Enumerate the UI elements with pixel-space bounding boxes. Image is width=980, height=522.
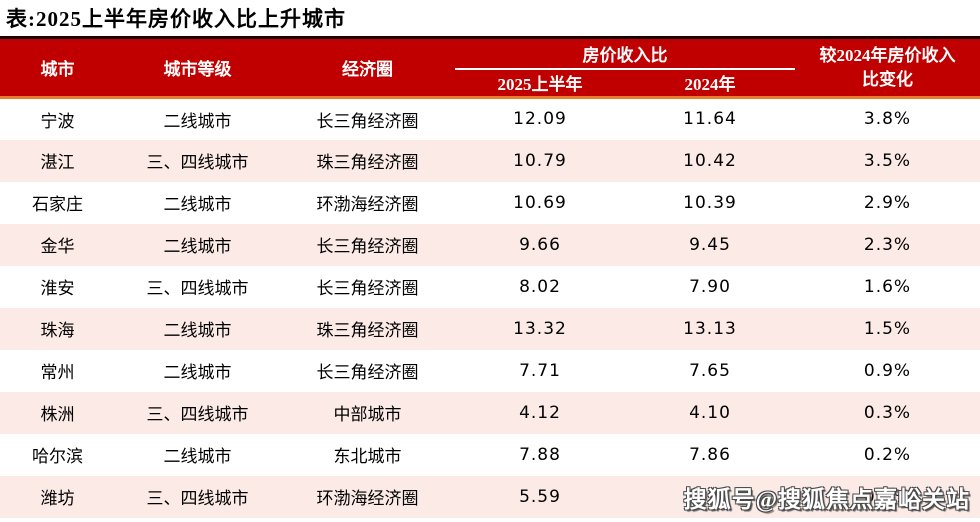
cell-ratio-2025: 10.79 bbox=[455, 139, 625, 182]
cell-region: 珠三角经济圈 bbox=[280, 139, 455, 182]
cell-ratio-2024: 10.42 bbox=[625, 139, 795, 182]
cell-ratio-2025: 7.88 bbox=[455, 433, 625, 476]
cell-region: 长三角经济圈 bbox=[280, 265, 455, 308]
cell-region: 东北城市 bbox=[280, 433, 455, 476]
cell-city: 金华 bbox=[0, 223, 115, 266]
cell-ratio-2024: 7.65 bbox=[625, 349, 795, 392]
cell-change: 3.5% bbox=[795, 139, 980, 182]
cell-tier: 三、四线城市 bbox=[115, 139, 280, 182]
cell-region: 环渤海经济圈 bbox=[280, 181, 455, 224]
cell-ratio-2024: 10.39 bbox=[625, 181, 795, 224]
cell-ratio-2024: 7.90 bbox=[625, 265, 795, 308]
column-group-ratio: 房价收入比 bbox=[455, 37, 795, 70]
column-header-region: 经济圈 bbox=[280, 37, 455, 99]
cell-tier: 三、四线城市 bbox=[115, 391, 280, 434]
cell-ratio-2024: 11.64 bbox=[625, 97, 795, 140]
page-title: 表:2025上半年房价收入比上升城市 bbox=[6, 7, 346, 31]
table-row: 淮安 三、四线城市 长三角经济圈 8.02 7.90 1.6% bbox=[0, 265, 980, 308]
cell-ratio-2025: 7.71 bbox=[455, 349, 625, 392]
cell-tier: 二线城市 bbox=[115, 181, 280, 224]
cell-ratio-2025: 9.66 bbox=[455, 223, 625, 266]
table-body: 宁波 二线城市 长三角经济圈 12.09 11.64 3.8% 湛江 三、四线城… bbox=[0, 97, 980, 518]
cell-region: 长三角经济圈 bbox=[280, 349, 455, 392]
cell-change: 2.3% bbox=[795, 223, 980, 266]
cell-city: 常州 bbox=[0, 349, 115, 392]
cell-region: 长三角经济圈 bbox=[280, 97, 455, 140]
cell-tier: 二线城市 bbox=[115, 97, 280, 140]
cell-city: 石家庄 bbox=[0, 181, 115, 224]
table-row: 株洲 三、四线城市 中部城市 4.12 4.10 0.3% bbox=[0, 391, 980, 434]
cell-ratio-2024: 4.10 bbox=[625, 391, 795, 434]
cell-ratio-2025: 4.12 bbox=[455, 391, 625, 434]
table-row: 潍坊 三、四线城市 环渤海经济圈 5.59 5.58 0.2% bbox=[0, 475, 980, 518]
cell-tier: 三、四线城市 bbox=[115, 265, 280, 308]
cell-city: 湛江 bbox=[0, 139, 115, 182]
cell-ratio-2024: 9.45 bbox=[625, 223, 795, 266]
cell-ratio-2025: 10.69 bbox=[455, 181, 625, 224]
column-header-2024: 2024年 bbox=[625, 68, 795, 99]
cell-city: 株洲 bbox=[0, 391, 115, 434]
cell-city: 潍坊 bbox=[0, 475, 115, 518]
table-row: 石家庄 二线城市 环渤海经济圈 10.69 10.39 2.9% bbox=[0, 181, 980, 224]
column-header-tier: 城市等级 bbox=[115, 37, 280, 99]
table-row: 湛江 三、四线城市 珠三角经济圈 10.79 10.42 3.5% bbox=[0, 139, 980, 182]
cell-ratio-2024: 7.86 bbox=[625, 433, 795, 476]
cell-change: 0.2% bbox=[795, 475, 980, 518]
table-row: 珠海 二线城市 珠三角经济圈 13.32 13.13 1.5% bbox=[0, 307, 980, 350]
cell-region: 长三角经济圈 bbox=[280, 223, 455, 266]
cell-change: 0.9% bbox=[795, 349, 980, 392]
table-row: 宁波 二线城市 长三角经济圈 12.09 11.64 3.8% bbox=[0, 97, 980, 140]
cell-change: 0.2% bbox=[795, 433, 980, 476]
table-row: 常州 二线城市 长三角经济圈 7.71 7.65 0.9% bbox=[0, 349, 980, 392]
table-row: 金华 二线城市 长三角经济圈 9.66 9.45 2.3% bbox=[0, 223, 980, 266]
cell-ratio-2025: 13.32 bbox=[455, 307, 625, 350]
cell-city: 哈尔滨 bbox=[0, 433, 115, 476]
cell-region: 珠三角经济圈 bbox=[280, 307, 455, 350]
column-header-city: 城市 bbox=[0, 37, 115, 99]
cell-ratio-2024: 13.13 bbox=[625, 307, 795, 350]
table-row: 哈尔滨 二线城市 东北城市 7.88 7.86 0.2% bbox=[0, 433, 980, 476]
cell-tier: 三、四线城市 bbox=[115, 475, 280, 518]
change-header-line1: 较2024年房价收入 bbox=[819, 45, 956, 65]
cell-city: 珠海 bbox=[0, 307, 115, 350]
price-income-ratio-table: 城市 城市等级 经济圈 房价收入比 较2024年房价收入 比变化 2025上半年… bbox=[0, 36, 980, 518]
cell-city: 宁波 bbox=[0, 97, 115, 140]
cell-region: 环渤海经济圈 bbox=[280, 475, 455, 518]
table-header: 城市 城市等级 经济圈 房价收入比 较2024年房价收入 比变化 2025上半年… bbox=[0, 37, 980, 99]
cell-region: 中部城市 bbox=[280, 391, 455, 434]
cell-ratio-2025: 5.59 bbox=[455, 475, 625, 518]
cell-tier: 二线城市 bbox=[115, 433, 280, 476]
change-header-line2: 比变化 bbox=[862, 69, 913, 89]
cell-ratio-2024: 5.58 bbox=[625, 475, 795, 518]
cell-ratio-2025: 12.09 bbox=[455, 97, 625, 140]
cell-change: 1.6% bbox=[795, 265, 980, 308]
cell-tier: 二线城市 bbox=[115, 349, 280, 392]
column-header-change: 较2024年房价收入 比变化 bbox=[795, 37, 980, 99]
cell-change: 0.3% bbox=[795, 391, 980, 434]
cell-change: 2.9% bbox=[795, 181, 980, 224]
column-header-2025h1: 2025上半年 bbox=[455, 68, 625, 99]
cell-change: 1.5% bbox=[795, 307, 980, 350]
cell-tier: 二线城市 bbox=[115, 307, 280, 350]
cell-tier: 二线城市 bbox=[115, 223, 280, 266]
cell-change: 3.8% bbox=[795, 97, 980, 140]
cell-ratio-2025: 8.02 bbox=[455, 265, 625, 308]
cell-city: 淮安 bbox=[0, 265, 115, 308]
